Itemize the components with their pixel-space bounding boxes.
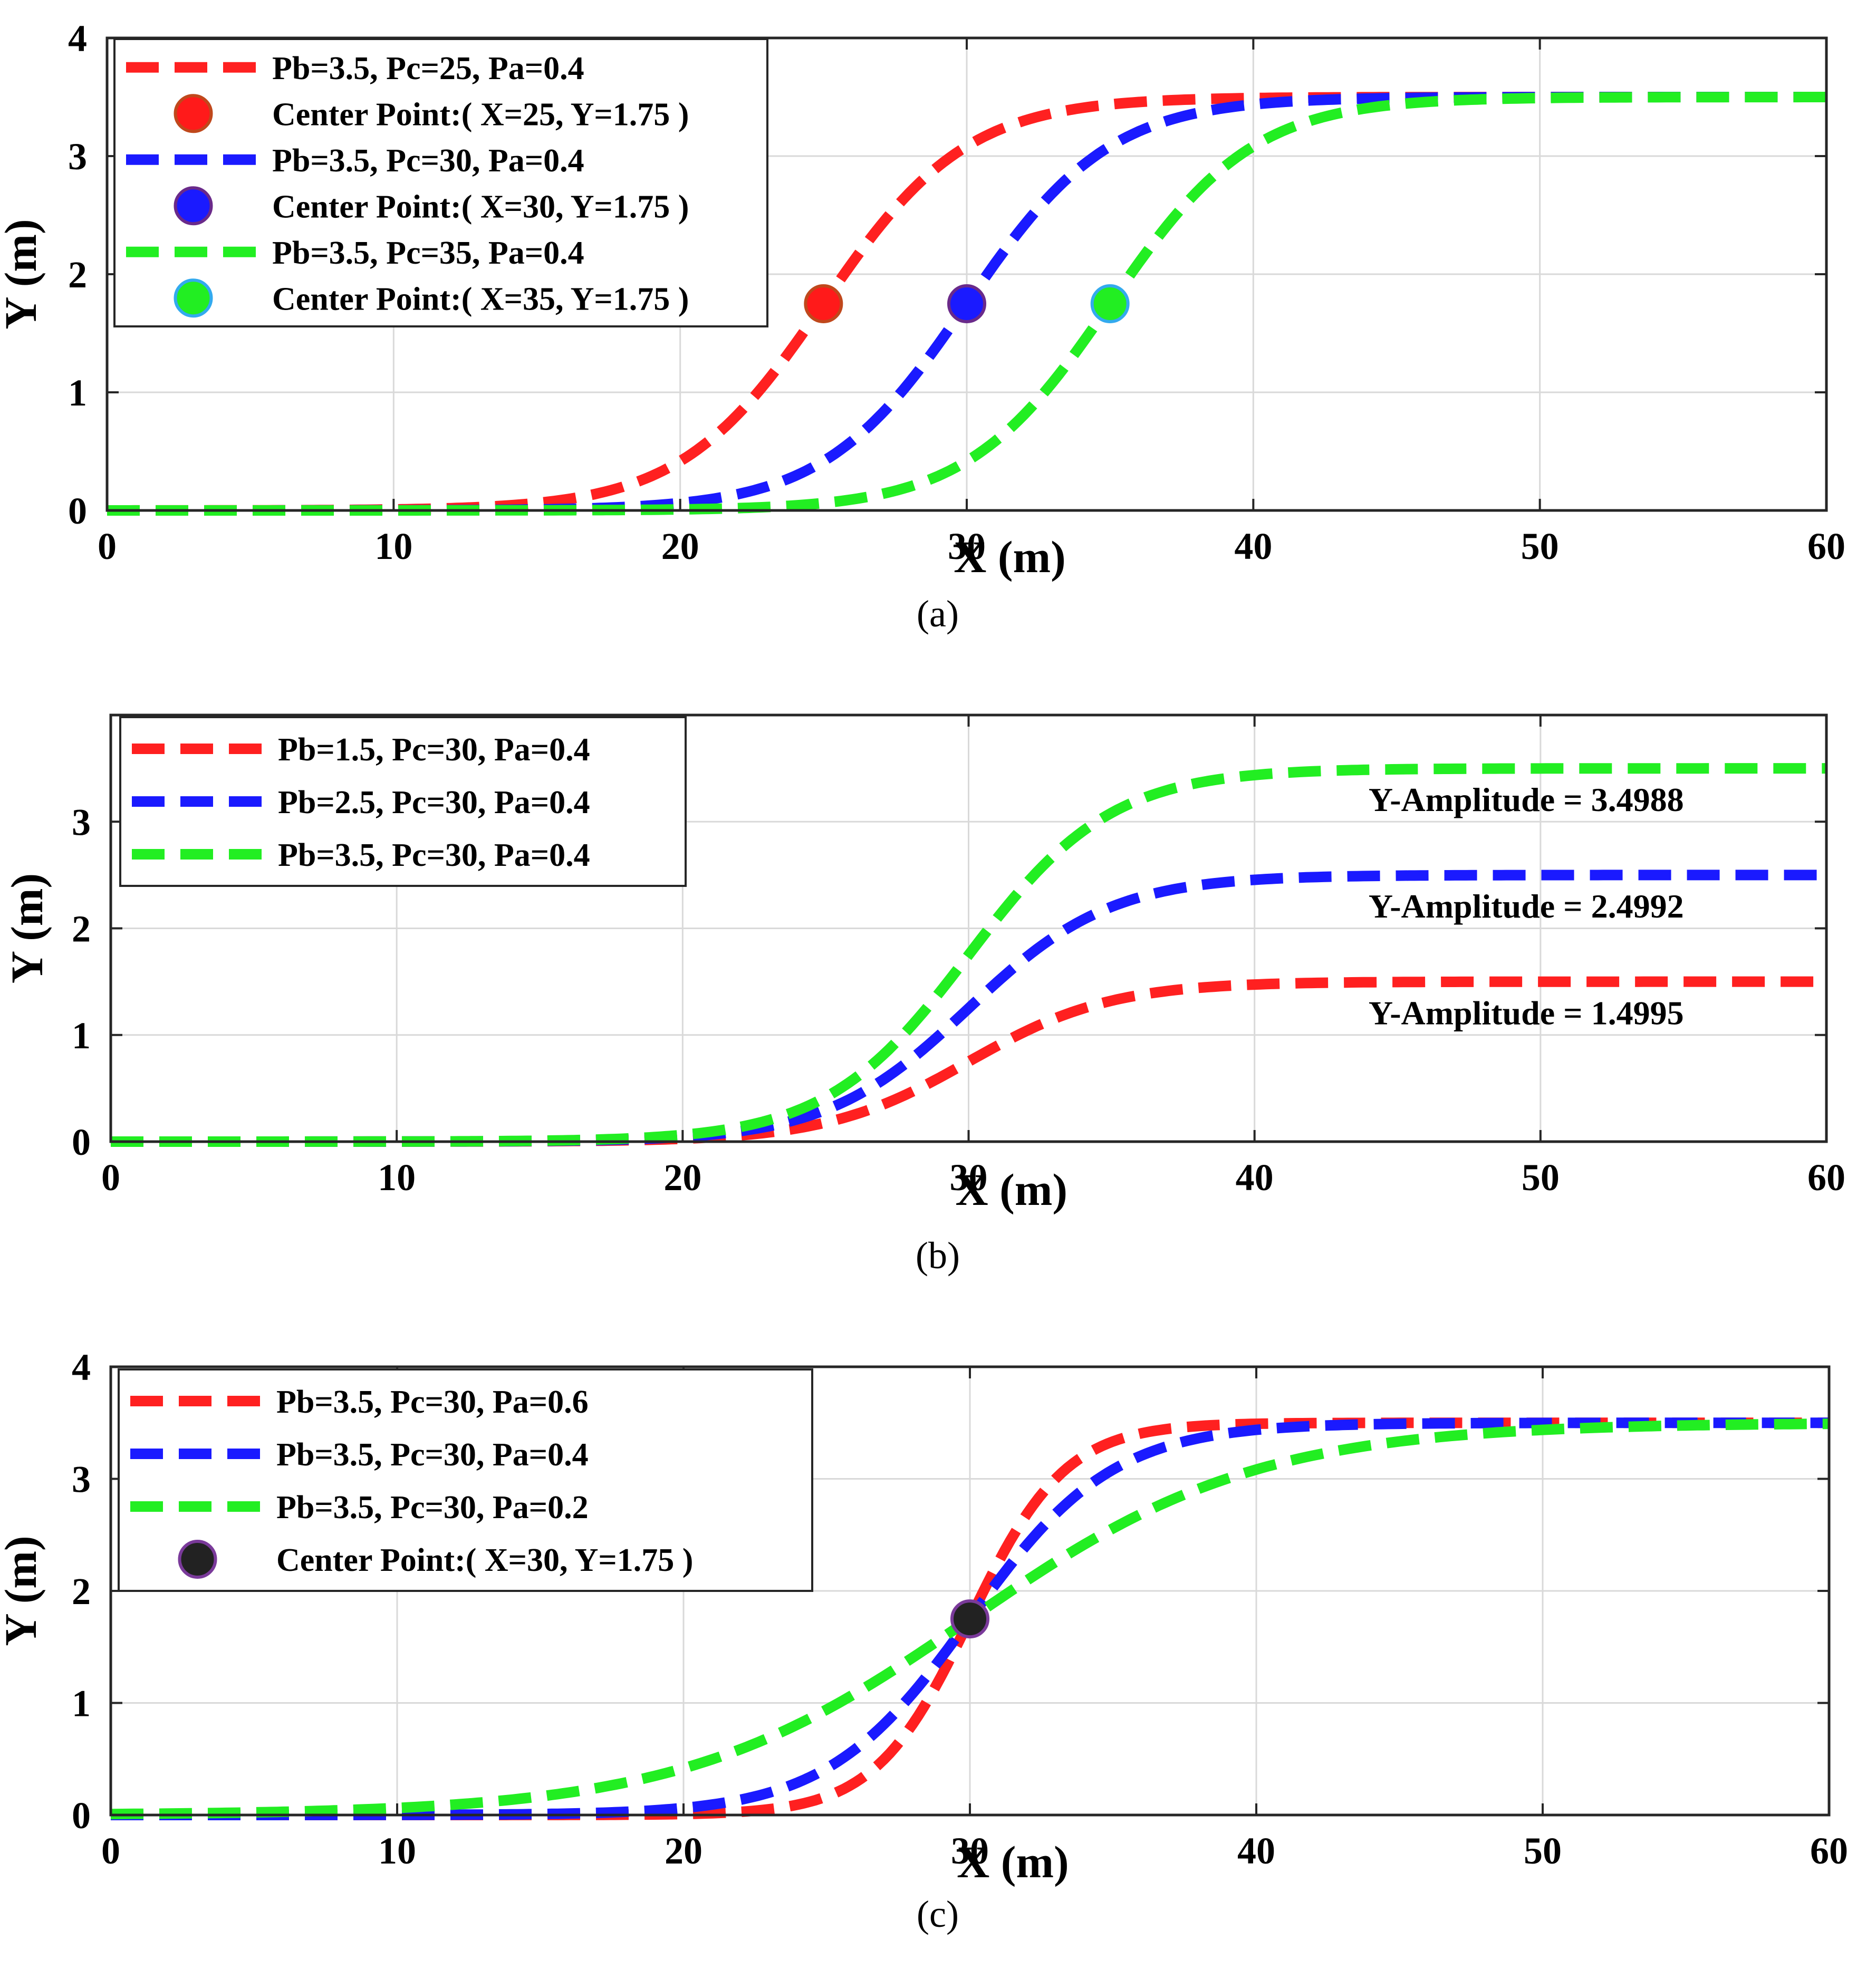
x-tick-label: 0 xyxy=(101,1156,120,1199)
legend-entry-label: Pb=1.5, Pc=30, Pa=0.4 xyxy=(278,732,590,768)
panel-caption: (b) xyxy=(916,1234,960,1277)
x-tick-label: 30 xyxy=(951,1830,989,1872)
x-tick-label: 20 xyxy=(665,1830,703,1872)
panel-caption: (a) xyxy=(917,593,959,635)
legend-entry-label: Center Point:( X=30, Y=1.75 ) xyxy=(276,1542,693,1578)
y-amplitude-annotation: Y-Amplitude = 3.4988 xyxy=(1369,781,1684,818)
x-tick-label: 20 xyxy=(661,525,699,567)
x-tick-label: 0 xyxy=(101,1830,120,1872)
legend-entry-label: Pb=3.5, Pc=30, Pa=0.4 xyxy=(276,1437,589,1473)
legend-entry-label: Center Point:( X=35, Y=1.75 ) xyxy=(272,281,689,317)
y-amplitude-annotation: Y-Amplitude = 2.4992 xyxy=(1369,887,1684,925)
legend-entry-label: Pb=3.5, Pc=30, Pa=0.6 xyxy=(276,1384,589,1420)
x-tick-label: 0 xyxy=(98,525,117,567)
y-tick-label: 0 xyxy=(72,1794,91,1837)
legend-marker xyxy=(174,186,213,226)
x-tick-label: 30 xyxy=(948,525,986,567)
x-tick-label: 50 xyxy=(1522,1156,1560,1199)
y-tick-label: 3 xyxy=(72,1459,91,1501)
legend-entry-label: Pb=3.5, Pc=30, Pa=0.4 xyxy=(278,837,590,873)
legend: Pb=3.5, Pc=30, Pa=0.6 Pb=3.5, Pc=30, Pa=0… xyxy=(118,1368,813,1592)
legend-entry-label: Pb=3.5, Pc=25, Pa=0.4 xyxy=(272,51,584,86)
legend-entry-label: Center Point:( X=25, Y=1.75 ) xyxy=(272,96,689,132)
x-tick-label: 40 xyxy=(1236,1156,1274,1199)
legend-entry-label: Pb=3.5, Pc=35, Pa=0.4 xyxy=(272,235,584,271)
x-tick-label: 40 xyxy=(1237,1830,1275,1872)
y-tick-label: 4 xyxy=(68,17,87,60)
x-axis-label: X (m) xyxy=(956,1164,1068,1215)
center-point-marker xyxy=(950,1599,989,1639)
legend-entry-label: Center Point:( X=30, Y=1.75 ) xyxy=(272,189,689,225)
center-point-marker xyxy=(947,284,986,323)
y-axis-label: Y (m) xyxy=(2,873,52,983)
legend: Pb=1.5, Pc=30, Pa=0.4 Pb=2.5, Pc=30, Pa=0… xyxy=(119,716,687,887)
legend-marker xyxy=(178,1540,217,1579)
data-series-line xyxy=(111,976,1826,1147)
center-point-marker xyxy=(1090,284,1130,323)
y-tick-label: 0 xyxy=(72,1121,91,1163)
chart-panel-a: 0 10 20 30 40 50 60 0 1 2 3 4 X (m) Y (m) (a) Pb=3.5, P… xyxy=(0,17,1845,635)
y-axis-label: Y (m) xyxy=(0,219,46,329)
legend-box xyxy=(113,38,768,327)
y-tick-label: 1 xyxy=(72,1015,91,1057)
chart-panel-b: Y-Amplitude = 3.4988 Y-Amplitude = 2.4992… xyxy=(2,713,1845,1277)
x-axis-label: X (m) xyxy=(957,1837,1069,1887)
legend-entry-label: Pb=3.5, Pc=30, Pa=0.4 xyxy=(272,143,584,179)
x-tick-label: 40 xyxy=(1234,525,1272,567)
legend-entry-label: Pb=3.5, Pc=30, Pa=0.2 xyxy=(276,1490,589,1526)
data-series-line xyxy=(111,763,1826,1147)
chart-panel-c: 0 10 20 30 40 50 60 0 1 2 3 4 X (m) Y (m) (c) Pb=3.5, P… xyxy=(0,1346,1848,1935)
y-tick-label: 1 xyxy=(68,372,87,414)
y-tick-label: 4 xyxy=(72,1346,91,1388)
x-tick-label: 60 xyxy=(1810,1830,1848,1872)
x-tick-label: 60 xyxy=(1807,1156,1845,1199)
y-tick-label: 1 xyxy=(72,1683,91,1725)
legend-marker xyxy=(174,278,213,318)
y-tick-label: 2 xyxy=(72,908,91,950)
data-series-line xyxy=(111,870,1826,1147)
y-tick-label: 2 xyxy=(72,1570,91,1613)
y-tick-label: 3 xyxy=(68,136,87,178)
x-tick-label: 60 xyxy=(1807,525,1845,567)
x-tick-label: 50 xyxy=(1524,1830,1562,1872)
x-axis-label: X (m) xyxy=(954,532,1066,582)
y-tick-label: 0 xyxy=(68,490,87,532)
legend-box xyxy=(119,716,687,887)
x-tick-label: 30 xyxy=(950,1156,988,1199)
y-tick-label: 3 xyxy=(72,801,91,843)
x-tick-label: 20 xyxy=(663,1156,701,1199)
x-tick-label: 10 xyxy=(374,525,412,567)
legend-entry-label: Pb=2.5, Pc=30, Pa=0.4 xyxy=(278,785,590,820)
center-point-marker xyxy=(804,284,843,323)
x-tick-label: 10 xyxy=(378,1830,416,1872)
y-axis-label: Y (m) xyxy=(0,1536,46,1646)
panel-caption: (c) xyxy=(917,1893,959,1935)
y-tick-label: 2 xyxy=(68,254,87,296)
x-tick-label: 50 xyxy=(1521,525,1559,567)
legend-marker xyxy=(174,94,213,133)
x-tick-label: 10 xyxy=(378,1156,416,1199)
legend: Pb=3.5, Pc=25, Pa=0.4 Center Point:( X=25… xyxy=(113,38,768,327)
y-amplitude-annotation: Y-Amplitude = 1.4995 xyxy=(1369,994,1684,1031)
